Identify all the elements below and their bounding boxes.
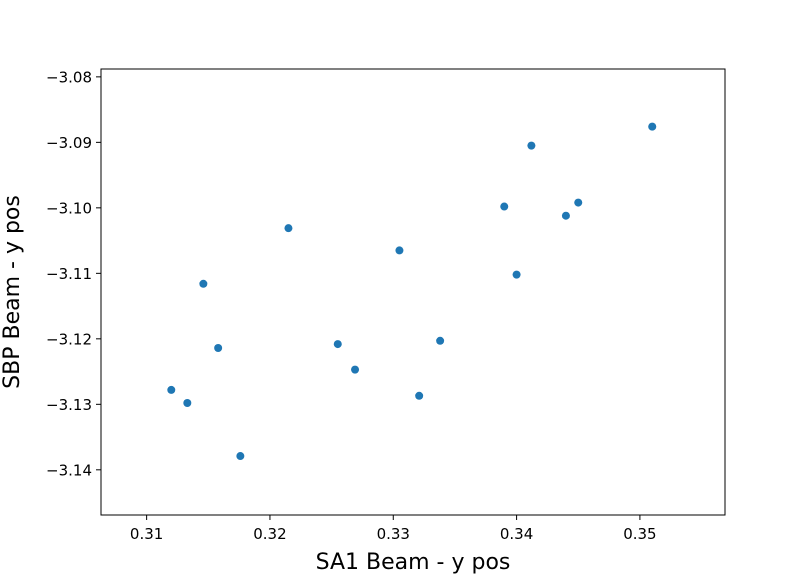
data-point: [574, 198, 583, 207]
y-tick-label: −3.13: [46, 396, 92, 414]
data-point: [395, 246, 404, 255]
points-layer: [167, 122, 657, 461]
data-point: [561, 211, 570, 220]
y-tick-label: −3.14: [46, 461, 92, 479]
x-tick-label: 0.33: [377, 525, 410, 543]
data-point: [527, 141, 536, 150]
data-point: [236, 452, 245, 461]
y-tick-label: −3.10: [46, 199, 92, 217]
x-tick-label: 0.34: [500, 525, 533, 543]
data-point: [500, 202, 509, 211]
data-point: [214, 344, 223, 352]
data-point: [284, 224, 293, 233]
y-tick-label: −3.08: [46, 68, 92, 86]
x-tick-label: 0.31: [130, 525, 163, 543]
data-point: [199, 279, 208, 288]
x-tick-label: 0.35: [623, 525, 656, 543]
x-axis-title: SA1 Beam - y pos: [316, 550, 511, 575]
data-point: [351, 365, 360, 374]
data-point: [333, 340, 342, 349]
y-axis-ticks: −3.08 −3.09 −3.10 −3.11 −3.12 −3.13 −3.14: [46, 68, 101, 479]
x-tick-label: 0.32: [253, 525, 286, 543]
data-point: [167, 385, 176, 394]
data-point: [436, 336, 445, 345]
y-tick-label: −3.09: [46, 134, 92, 152]
y-tick-label: −3.11: [46, 265, 92, 283]
y-axis-title: SBP Beam - y pos: [0, 195, 25, 389]
data-point: [183, 399, 192, 408]
data-point: [648, 122, 657, 131]
plot-frame: [100, 68, 726, 516]
y-tick-label: −3.12: [46, 330, 92, 348]
x-axis-ticks: 0.31 0.32 0.33 0.34 0.35: [130, 515, 657, 543]
data-point: [512, 270, 521, 279]
data-point: [415, 391, 424, 400]
